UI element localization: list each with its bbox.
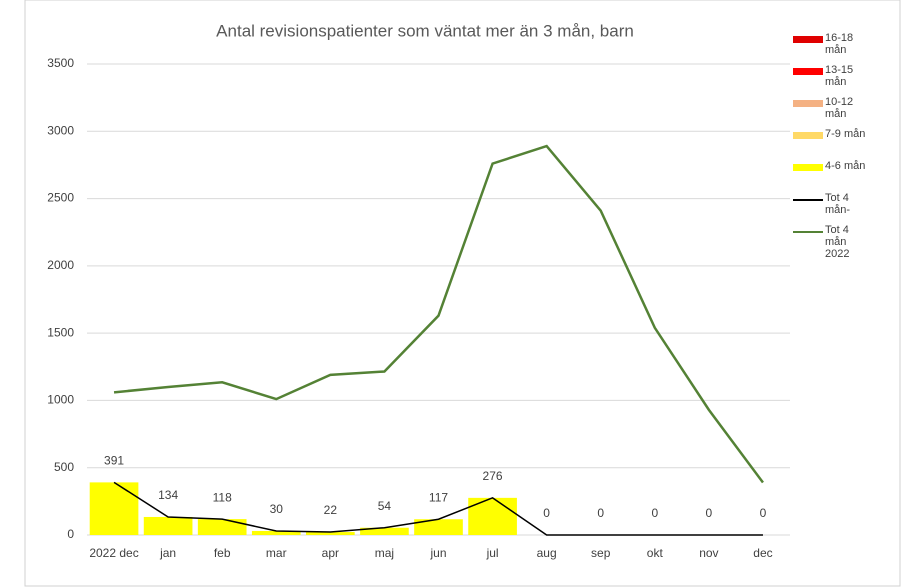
line (113, 481, 763, 536)
chart-title: Antal revisionspatienter som väntat mer … (216, 21, 634, 40)
legend-swatch (793, 132, 823, 139)
bar (414, 519, 463, 535)
x-tick-label: aug (537, 546, 557, 560)
bar (89, 482, 139, 535)
legend-item: Tot 4 mån 2022 (793, 224, 873, 260)
data-label: 54 (378, 499, 392, 513)
legend-swatch (793, 68, 823, 75)
legend-swatch (793, 231, 823, 233)
legend-item: 7-9 mån (793, 128, 873, 160)
data-label: 118 (213, 490, 232, 504)
legend-label: 13-15 mån (825, 64, 854, 88)
y-tick-label: 3000 (47, 123, 74, 137)
x-tick-label: jan (159, 546, 176, 560)
y-tick-label: 500 (54, 460, 74, 474)
x-tick-label: dec (753, 546, 772, 560)
data-label: 0 (706, 506, 713, 520)
y-tick-label: 1000 (47, 393, 74, 407)
y-tick-label: 2500 (47, 191, 74, 205)
bar (360, 527, 409, 535)
x-tick-label: sep (591, 546, 611, 560)
x-tick-label: apr (322, 546, 339, 560)
legend-label: 7-9 mån (825, 128, 866, 140)
legend-item: Tot 4 mån- (793, 192, 873, 224)
legend-swatch (793, 100, 823, 107)
legend-label: Tot 4 mån 2022 (825, 224, 850, 260)
legend-label: 4-6 mån (825, 160, 866, 172)
data-label: 0 (597, 506, 604, 520)
bar (468, 497, 517, 535)
legend-item: 4-6 mån (793, 160, 873, 192)
bar (143, 516, 193, 535)
x-tick-label: 2022 dec (89, 546, 138, 560)
data-label: 0 (651, 506, 658, 520)
y-tick-label: 0 (67, 527, 74, 541)
legend-label: 10-12 mån (825, 96, 854, 120)
chart-frame (24, 0, 901, 587)
data-label: 30 (270, 502, 284, 516)
legend: 16-18 mån 13-15 mån 10-12 mån 7-9 mån 4-6 må… (793, 32, 873, 260)
legend-swatch (793, 199, 823, 201)
bar (306, 532, 355, 535)
data-label: 276 (483, 469, 503, 483)
legend-item: 10-12 mån (793, 96, 873, 128)
data-label: 0 (543, 506, 550, 520)
x-tick-label: maj (375, 546, 394, 560)
x-tick-label: nov (699, 546, 718, 560)
x-tick-label: mar (266, 546, 287, 560)
line (113, 144, 764, 484)
legend-item: 16-18 mån (793, 32, 873, 64)
data-label: 134 (158, 488, 178, 502)
y-tick-label: 2000 (47, 258, 74, 272)
data-label: 391 (104, 454, 124, 468)
x-tick-label: feb (214, 546, 231, 560)
legend-item: 13-15 mån (793, 64, 873, 96)
legend-swatch (793, 36, 823, 43)
data-label: 22 (324, 503, 338, 517)
legend-label: 16-18 mån (825, 32, 854, 56)
x-tick-label: jul (486, 546, 499, 560)
bar (251, 530, 301, 535)
legend-label: Tot 4 mån- (825, 192, 851, 216)
bar (197, 519, 247, 535)
data-label: 0 (760, 506, 767, 520)
x-tick-label: okt (647, 546, 664, 560)
y-tick-label: 1500 (47, 325, 74, 339)
x-tick-label: jun (429, 546, 446, 560)
legend-swatch (793, 164, 823, 171)
data-label: 117 (429, 490, 448, 504)
y-tick-label: 3500 (47, 56, 74, 70)
